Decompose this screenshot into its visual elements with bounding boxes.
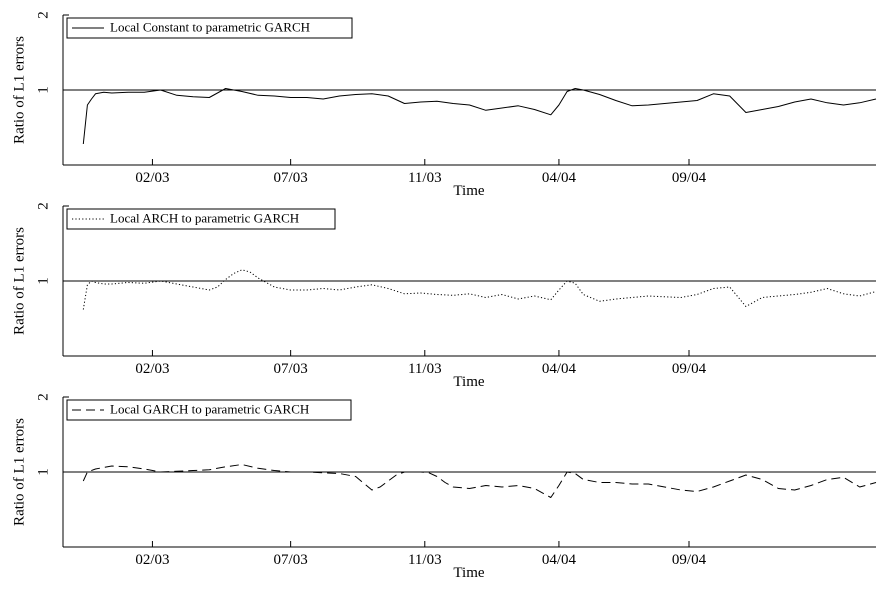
legend-label: Local Constant to parametric GARCH xyxy=(110,19,310,34)
legend-box xyxy=(66,208,336,230)
legend-label: Local ARCH to parametric GARCH xyxy=(110,210,299,225)
legend-box xyxy=(66,399,352,421)
panel-1: 1 2 02/03 07/03 11/03 04/04 09/04 Time Ratio of … xyxy=(11,11,877,199)
x-tick-label: 09/04 xyxy=(672,170,707,186)
y-tick-label: 2 xyxy=(35,393,51,401)
x-tick-label: 09/04 xyxy=(672,552,707,568)
x-tick-label: 02/03 xyxy=(135,552,169,568)
y-tick-label: 1 xyxy=(35,468,51,476)
legend: Local ARCH to parametric GARCH xyxy=(66,208,336,230)
y-axis-title: Ratio of L1 errors xyxy=(11,227,27,335)
x-tick-label: 09/04 xyxy=(672,361,707,377)
x-tick-label: 04/04 xyxy=(542,361,577,377)
y-tick-label: 1 xyxy=(35,86,51,94)
y-axis-title: Ratio of L1 errors xyxy=(11,36,27,144)
chart-panels: 1 2 02/03 07/03 11/03 04/04 09/04 Time Ratio of … xyxy=(11,11,877,581)
panel-3: 1 2 02/03 07/03 11/03 04/04 09/04 Time Ratio of … xyxy=(11,393,877,581)
x-tick-label: 07/03 xyxy=(274,361,308,377)
x-tick-label: 11/03 xyxy=(408,170,442,186)
legend: Local Constant to parametric GARCH xyxy=(66,17,353,39)
x-axis-title: Time xyxy=(453,374,484,390)
series-line xyxy=(82,88,877,145)
x-tick-label: 02/03 xyxy=(135,361,169,377)
x-axis-title: Time xyxy=(453,565,484,581)
x-tick-label: 11/03 xyxy=(408,552,442,568)
x-tick-label: 07/03 xyxy=(274,170,308,186)
x-tick-label: 04/04 xyxy=(542,170,577,186)
x-tick-label: 04/04 xyxy=(542,552,577,568)
panel-2: 1 2 02/03 07/03 11/03 04/04 09/04 Time Ratio of … xyxy=(11,202,877,390)
y-tick-label: 2 xyxy=(35,11,51,19)
x-tick-label: 11/03 xyxy=(408,361,442,377)
y-tick-label: 2 xyxy=(35,202,51,210)
x-tick-label: 02/03 xyxy=(135,170,169,186)
y-tick-label: 1 xyxy=(35,277,51,285)
x-tick-label: 07/03 xyxy=(274,552,308,568)
y-axis-title: Ratio of L1 errors xyxy=(11,418,27,526)
series-line xyxy=(82,269,877,310)
series-line xyxy=(82,464,877,498)
legend: Local GARCH to parametric GARCH xyxy=(66,399,352,421)
legend-label: Local GARCH to parametric GARCH xyxy=(110,401,309,416)
x-axis-title: Time xyxy=(453,183,484,199)
legend-box xyxy=(66,17,353,39)
